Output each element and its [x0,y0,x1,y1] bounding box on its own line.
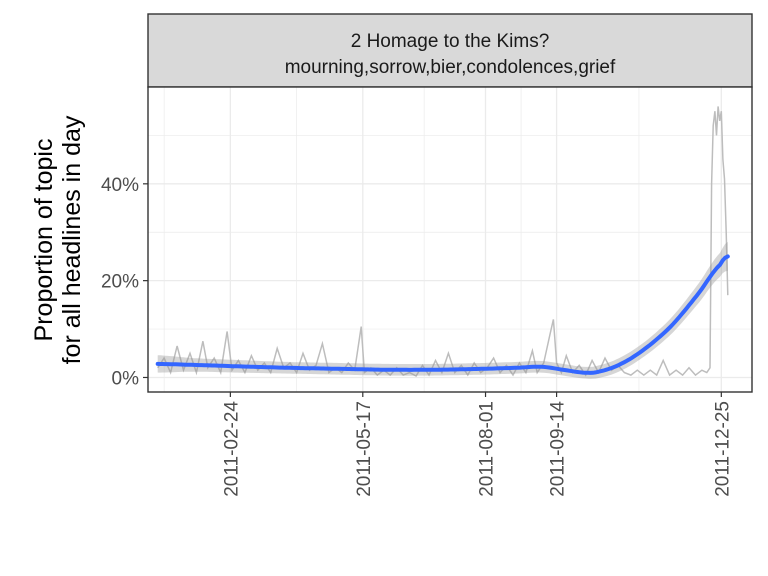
x-tick-label: 2011-09-14 [548,401,569,497]
y-axis-title-line-2: for all headlines in day [58,115,86,364]
strip-title: 2 Homage to the Kims? [351,31,550,52]
x-tick-label: 2011-05-17 [354,401,375,497]
y-axis: 0% 20% 40% [101,175,148,389]
x-tick-label: 2011-02-24 [221,401,242,497]
x-axis: 2011-02-24 2011-05-17 2011-08-01 2011-09-14… [221,392,733,497]
y-tick-label: 0% [112,368,140,389]
plot-panel [148,87,752,392]
panel-border [147,86,753,393]
smooth-trend-line [155,254,730,375]
y-tick-label: 20% [101,272,139,293]
facet-strip: 2 Homage to the Kims? mourning,sorrow,bi… [147,13,753,88]
y-tick-label: 40% [101,175,139,196]
y-axis-title-line-1: Proportion of topic [30,139,58,342]
y-axis-title: Proportion of topic for all headlines in… [30,115,86,364]
strip-subtitle: mourning,sorrow,bier,condolences,grief [285,57,616,78]
strip-background [147,13,753,88]
x-tick-label: 2011-12-25 [712,401,733,497]
grid-minor [148,87,752,392]
x-tick-label: 2011-08-01 [477,401,498,497]
